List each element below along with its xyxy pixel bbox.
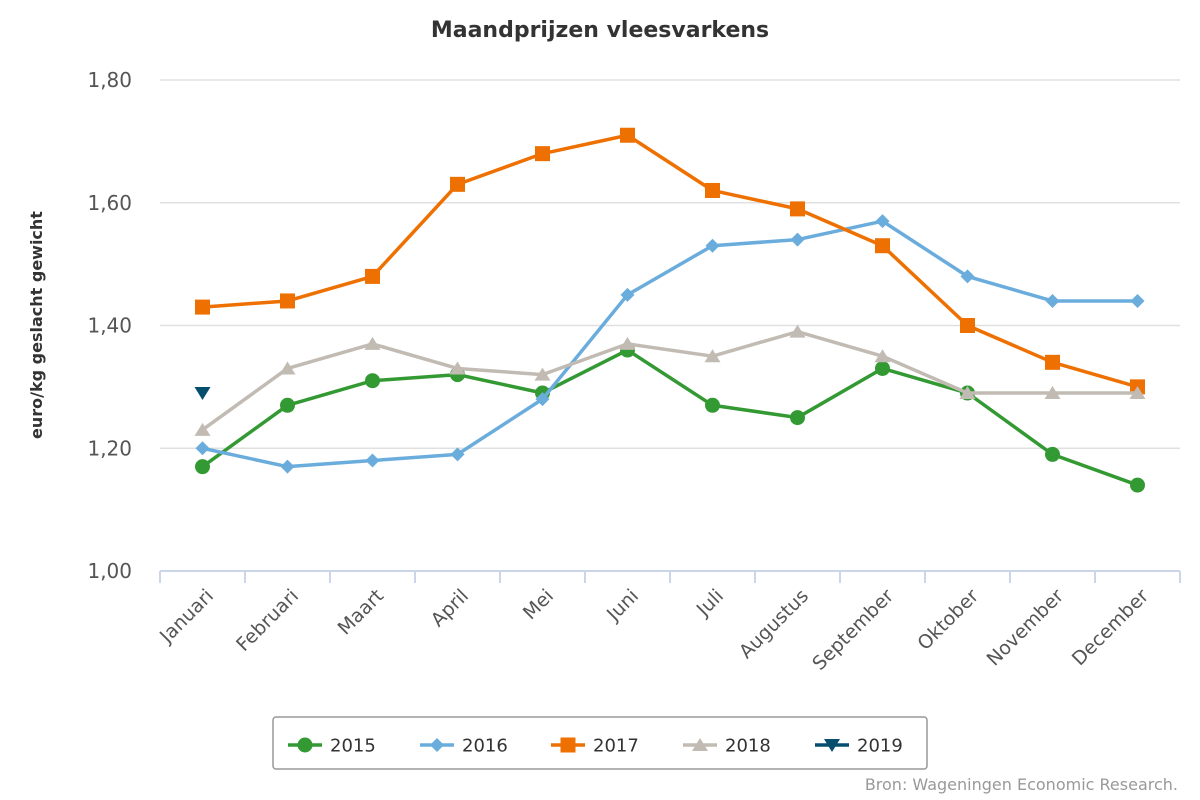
y-tick-label: 1,20 bbox=[87, 436, 132, 460]
x-tick-label: Januari bbox=[155, 585, 218, 648]
legend-marker bbox=[297, 737, 313, 753]
data-point-2018 bbox=[619, 336, 636, 350]
legend-item-2015[interactable]: 2015 bbox=[288, 736, 376, 757]
legend: 2015 2016 2017 2018 2019 bbox=[272, 716, 928, 770]
series-line-2018 bbox=[200, 329, 1140, 432]
y-tick-label: 1,00 bbox=[87, 559, 132, 583]
data-point-2016 bbox=[620, 287, 635, 302]
legend-marker bbox=[692, 738, 708, 751]
data-point-2016 bbox=[365, 453, 380, 468]
data-point-2018 bbox=[364, 336, 381, 350]
data-point-2017 bbox=[450, 176, 465, 192]
series-2016 bbox=[195, 214, 1145, 474]
data-point-2018 bbox=[1044, 386, 1061, 400]
data-point-2017 bbox=[790, 201, 805, 217]
legend-item-2018[interactable]: 2018 bbox=[683, 736, 771, 757]
data-point-2015 bbox=[1130, 477, 1145, 493]
data-point-2017 bbox=[195, 299, 210, 315]
data-point-2017 bbox=[535, 146, 550, 162]
series-2018 bbox=[194, 324, 1146, 436]
y-tick-label: 1,60 bbox=[87, 191, 132, 215]
data-point-2015 bbox=[1045, 446, 1060, 462]
data-point-2016 bbox=[195, 441, 210, 456]
x-tick-label: Augustus bbox=[735, 585, 813, 663]
legend-item-2019[interactable]: 2019 bbox=[815, 736, 903, 757]
data-point-2017 bbox=[280, 293, 295, 309]
data-point-2018 bbox=[1129, 386, 1146, 400]
data-point-2016 bbox=[450, 447, 465, 462]
data-point-2016 bbox=[705, 238, 720, 253]
legend-box bbox=[272, 716, 928, 770]
data-point-2018 bbox=[279, 361, 296, 375]
x-tick-label: April bbox=[427, 585, 473, 631]
legend-label: 2015 bbox=[330, 736, 376, 757]
series-line-2015 bbox=[200, 348, 1140, 487]
series-2017 bbox=[195, 127, 1145, 395]
legend-item-2016[interactable]: 2016 bbox=[420, 736, 508, 757]
data-point-2017 bbox=[365, 268, 380, 284]
x-tick-label: Juni bbox=[602, 585, 643, 626]
data-point-2015 bbox=[280, 397, 295, 413]
data-point-2019 bbox=[194, 387, 211, 401]
data-point-2016 bbox=[1045, 293, 1060, 308]
x-axis: Januari Februari Maart April Mei Juni Juli Augu… bbox=[155, 570, 1181, 675]
y-axis-label: euro/kg geslacht gewicht bbox=[27, 211, 46, 439]
data-point-2018 bbox=[874, 349, 891, 363]
x-tick-label: Oktober bbox=[913, 585, 983, 655]
legend-label: 2017 bbox=[593, 736, 639, 757]
x-tick-label: Februari bbox=[232, 585, 303, 656]
series-group bbox=[194, 127, 1146, 493]
series-line-2017 bbox=[200, 133, 1140, 389]
data-point-2015 bbox=[195, 459, 210, 475]
data-point-2016 bbox=[1130, 293, 1145, 308]
y-tick-label: 1,40 bbox=[87, 314, 132, 338]
x-tick-label: December bbox=[1068, 585, 1153, 670]
series-2019 bbox=[194, 387, 211, 401]
legend-label: 2019 bbox=[857, 736, 903, 757]
data-point-2017 bbox=[705, 182, 720, 198]
data-point-2018 bbox=[789, 324, 806, 338]
data-point-2015 bbox=[875, 360, 890, 376]
gridlines bbox=[160, 79, 1180, 449]
data-point-2015 bbox=[790, 410, 805, 426]
data-point-2018 bbox=[194, 422, 211, 436]
data-point-2015 bbox=[705, 397, 720, 413]
series-2015 bbox=[195, 342, 1145, 493]
data-point-2017 bbox=[620, 127, 635, 143]
legend-item-2017[interactable]: 2017 bbox=[551, 736, 639, 757]
data-point-2016 bbox=[875, 214, 890, 229]
data-point-2018 bbox=[449, 361, 466, 375]
data-point-2017 bbox=[960, 318, 975, 333]
x-tick-label: September bbox=[808, 585, 898, 675]
data-point-2016 bbox=[280, 459, 295, 474]
chart-title: Maandprijzen vleesvarkens bbox=[431, 18, 769, 43]
legend-label: 2016 bbox=[462, 736, 508, 757]
data-point-2017 bbox=[1045, 354, 1060, 370]
legend-marker bbox=[560, 737, 576, 753]
legend-marker bbox=[824, 739, 840, 752]
source-credit: Bron: Wageningen Economic Research. bbox=[865, 775, 1178, 794]
y-tick-label: 1,80 bbox=[87, 68, 132, 92]
data-point-2017 bbox=[875, 238, 890, 254]
series-line-2016 bbox=[200, 219, 1140, 469]
legend-label: 2018 bbox=[725, 736, 771, 757]
data-point-2015 bbox=[365, 373, 380, 389]
x-tick-label: Juli bbox=[692, 585, 728, 621]
data-point-2016 bbox=[960, 269, 975, 284]
data-point-2016 bbox=[790, 232, 805, 247]
data-point-2018 bbox=[534, 367, 551, 381]
data-point-2018 bbox=[704, 349, 721, 363]
x-tick-label: Maart bbox=[334, 585, 388, 639]
y-axis-ticks: 1,00 1,20 1,40 1,60 1,80 bbox=[87, 68, 132, 583]
legend-marker bbox=[430, 738, 444, 752]
x-tick-label: Mei bbox=[519, 585, 558, 624]
data-point-2018 bbox=[959, 386, 976, 400]
data-point-2016 bbox=[535, 392, 550, 407]
x-tick-label: November bbox=[983, 585, 1069, 671]
